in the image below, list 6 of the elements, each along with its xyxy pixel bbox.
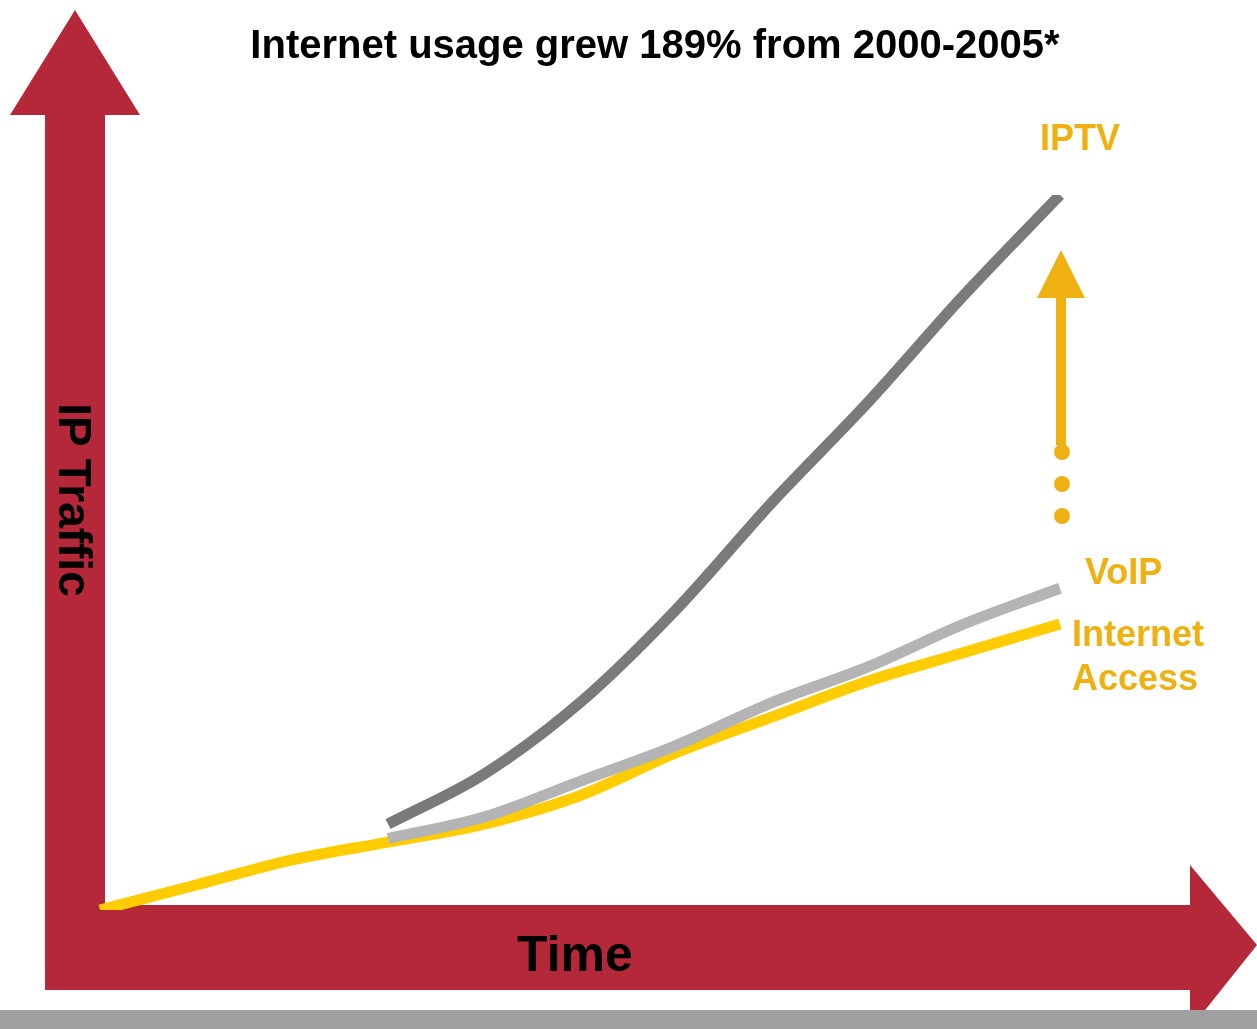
chart-title: Internet usage grew 189% from 2000-2005* xyxy=(249,22,1061,67)
x-axis-title: Time xyxy=(516,925,634,983)
series-label: Internet Access xyxy=(1072,612,1205,698)
y-axis-title: IP Traffic xyxy=(48,403,102,597)
series-label: VoIP xyxy=(1085,551,1163,593)
series-label: IPTV xyxy=(1040,116,1121,158)
